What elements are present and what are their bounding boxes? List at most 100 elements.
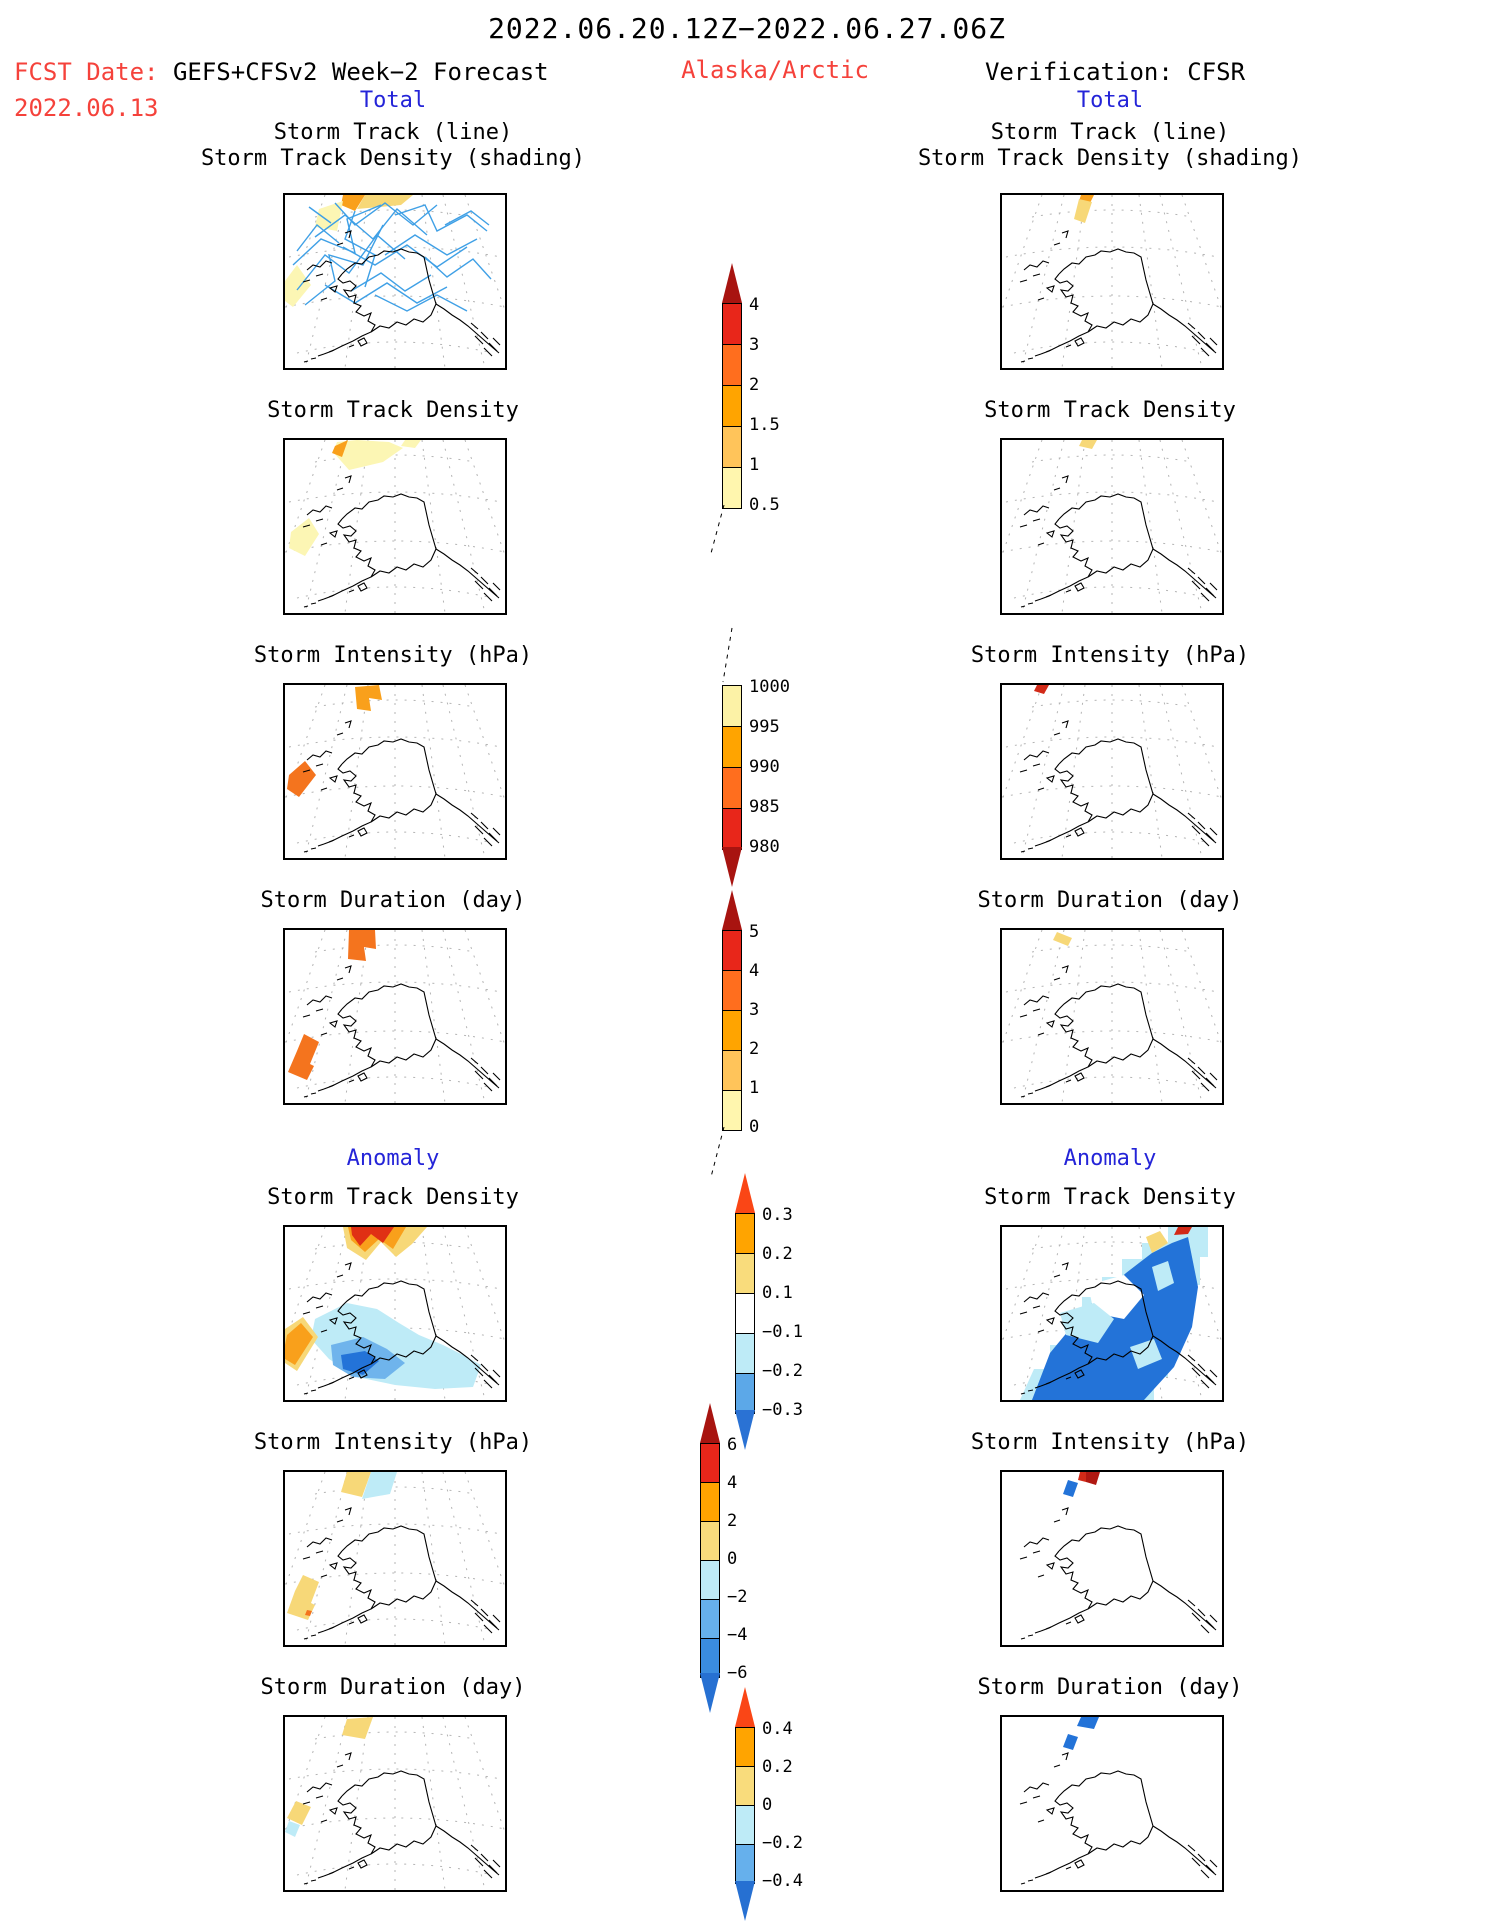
- section-total-forecast: Total: [359, 88, 427, 113]
- map-figure: [1019, 1472, 1218, 1640]
- colorbar-tick-label: 4: [749, 295, 760, 315]
- colorbar-tick-label: 2: [749, 1039, 760, 1059]
- map-verif-duration-anom: [1000, 1715, 1224, 1892]
- colorbar-segment: [723, 385, 741, 426]
- map-figure: [285, 685, 505, 858]
- colorbar-scale: [722, 685, 742, 850]
- map-figure: [285, 1472, 505, 1645]
- shading-patch: [288, 1034, 319, 1080]
- graticule: [1002, 195, 1222, 368]
- colorbar-tick-label: 0.3: [762, 1205, 793, 1225]
- title-fcst-track-density-shading: Storm Track Density (shading): [200, 146, 586, 171]
- colorbar-tick-label: 3: [749, 1000, 760, 1020]
- storm-track-line: [296, 224, 340, 252]
- fcst-line: FCST Date: GEFS+CFSv2 Week−2 Forecast: [14, 58, 549, 86]
- storm-track-line: [374, 294, 468, 312]
- storm-track-line: [344, 210, 376, 288]
- colorbar-segment: [701, 1560, 719, 1599]
- colorbar-tick-label: −2: [727, 1587, 748, 1607]
- map-figure: [285, 1717, 505, 1890]
- colorbar-segment: [701, 1482, 719, 1521]
- shading-patch: [1034, 685, 1049, 694]
- coastline: [1019, 1507, 1218, 1640]
- shading-patch: [1053, 932, 1072, 946]
- colorbar-tick-label: −4: [727, 1625, 748, 1645]
- colorbar-tick-label: 2: [749, 375, 760, 395]
- graticule: [285, 1472, 505, 1645]
- colorbar-tail-dash: [710, 1127, 725, 1178]
- shading-patch: [1146, 1231, 1168, 1253]
- colorbar-arrow: [735, 1410, 755, 1450]
- colorbar-scale: [722, 303, 742, 509]
- shading-patch: [287, 1801, 311, 1825]
- colorbar-segment: [723, 304, 741, 344]
- coastline: [302, 1752, 501, 1885]
- colorbar-segment: [701, 1599, 719, 1638]
- colorbar-tick-label: −0.3: [762, 1400, 803, 1420]
- coastline: [1019, 1752, 1218, 1885]
- colorbar-tick-label: 0: [749, 1117, 760, 1137]
- graticule: [1002, 440, 1222, 613]
- colorbar-segment: [736, 1373, 754, 1413]
- title-fcst-track-density-anom: Storm Track Density: [267, 1185, 519, 1210]
- storm-track-line: [350, 272, 432, 292]
- graticule: [285, 1717, 505, 1890]
- map-fcst-storm-track: [283, 193, 507, 370]
- graticule: [285, 440, 505, 613]
- storm-track-line: [394, 204, 488, 232]
- shading-patch: [348, 930, 376, 961]
- shading-patch: [1130, 1339, 1162, 1369]
- title-verif-duration: Storm Duration (day): [977, 888, 1243, 913]
- colorbar-segment: [723, 970, 741, 1010]
- shading-patch: [1078, 1472, 1086, 1482]
- storm-track-line: [384, 234, 478, 256]
- colorbar-tick-label: 1.5: [749, 415, 780, 435]
- shading-patch: [342, 1717, 373, 1739]
- title-verif-track-density-anom: Storm Track Density: [984, 1185, 1236, 1210]
- section-anomaly-verification: Anomaly: [1063, 1146, 1157, 1171]
- title-verif-track-density-shading: Storm Track Density (shading): [917, 146, 1303, 171]
- coastline: [302, 720, 501, 853]
- shading-patch: [315, 201, 343, 231]
- map-verif-storm-track: [1000, 193, 1224, 370]
- shading-patch: [1152, 1261, 1174, 1291]
- shading-patch: [1032, 1237, 1198, 1400]
- colorbar-tick-label: −0.2: [762, 1361, 803, 1381]
- colorbar-tick-label: 0: [762, 1795, 773, 1815]
- map-figure: [285, 440, 505, 613]
- title-verif-track-density: Storm Track Density: [984, 398, 1236, 423]
- map-fcst-track-density-anom: [283, 1225, 507, 1402]
- storm-track-line: [342, 244, 468, 268]
- colorbar-tick-label: 5: [749, 922, 760, 942]
- shading-patch: [1074, 199, 1092, 223]
- colorbar-segment: [736, 1844, 754, 1883]
- colorbar-tick-label: −6: [727, 1663, 748, 1683]
- map-figure: [1002, 1227, 1222, 1400]
- shading-patch: [1088, 1275, 1144, 1319]
- colorbar-segment: [723, 467, 741, 508]
- title-verif-intensity-anom: Storm Intensity (hPa): [970, 1430, 1250, 1455]
- coastline: [302, 475, 501, 608]
- colorbar-tick-label: 4: [727, 1473, 738, 1493]
- graticule: [1002, 930, 1222, 1103]
- colorbar-scale: [735, 1213, 755, 1414]
- storm-track-line: [296, 233, 406, 291]
- colorbar-scale: [735, 1727, 755, 1884]
- shading-patch: [287, 1575, 319, 1620]
- colorbar-segment: [736, 1293, 754, 1333]
- storm-track-line: [324, 282, 448, 304]
- map-figure: [285, 1227, 505, 1400]
- colorbar-tick-label: 980: [749, 837, 780, 857]
- coastline: [302, 1507, 501, 1640]
- colorbar-tail-dash: [722, 627, 733, 683]
- shading-patch: [289, 518, 319, 556]
- shading-patch: [401, 440, 421, 448]
- shading-patch: [1077, 1717, 1099, 1729]
- shading-patch: [355, 685, 382, 711]
- colorbar-tail-dash: [709, 505, 725, 558]
- colorbar-arrow: [722, 890, 742, 930]
- colorbar-tick-label: −0.2: [762, 1833, 803, 1853]
- colorbar-arrow: [735, 1173, 755, 1213]
- map-fcst-intensity: [283, 683, 507, 860]
- colorbar-tick-label: 1: [749, 1078, 760, 1098]
